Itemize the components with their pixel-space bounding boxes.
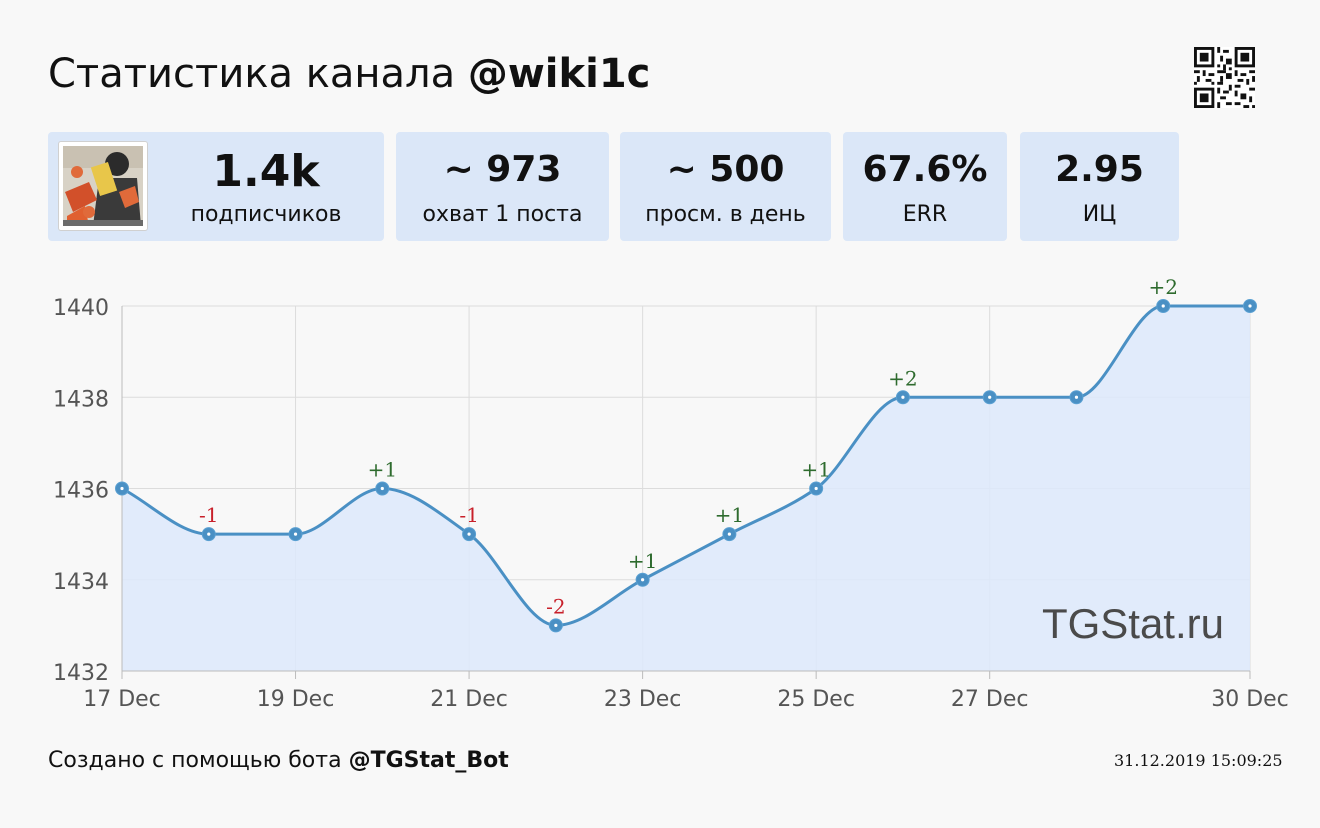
change-label: +1 — [801, 458, 830, 482]
data-point-center — [901, 395, 905, 399]
x-tick-label: 19 Dec — [257, 687, 335, 712]
data-point-center — [120, 486, 124, 491]
data-point-center — [814, 486, 818, 491]
channel-avatar-icon — [59, 142, 147, 230]
data-point-center — [988, 395, 992, 399]
change-label: +1 — [628, 549, 657, 573]
stat-card-citation-index: 2.95 ИЦ — [1020, 132, 1179, 241]
change-label: +2 — [1148, 275, 1177, 299]
data-point-center — [207, 532, 211, 536]
data-point-center — [467, 532, 471, 536]
stat-label: ERR — [902, 202, 948, 227]
stat-card-daily-views: ~ 500 просм. в день — [620, 132, 831, 241]
y-tick-label: 1438 — [53, 387, 109, 412]
stat-label: охват 1 поста — [422, 202, 583, 227]
y-tick-label: 1432 — [53, 661, 109, 686]
footer-bot-link[interactable]: @TGStat_Bot — [348, 748, 509, 773]
change-label: +1 — [715, 503, 744, 527]
x-tick-label: 21 Dec — [430, 687, 508, 712]
stat-value: ~ 973 — [443, 149, 562, 190]
data-point-center — [641, 578, 645, 582]
chart-points — [115, 299, 1257, 633]
qr-code-icon — [1194, 47, 1255, 108]
footer-credit: Создано с помощью бота @TGStat_Bot — [48, 746, 509, 776]
data-point-center — [554, 623, 558, 627]
stat-value: ~ 500 — [666, 149, 785, 190]
change-label: +1 — [368, 458, 397, 482]
chart-watermark: TGStat.ru — [1042, 600, 1224, 647]
y-tick-label: 1436 — [53, 479, 109, 504]
change-label: -1 — [199, 503, 218, 527]
data-point-center — [293, 532, 298, 536]
change-label: +2 — [888, 366, 917, 390]
footer-timestamp: 31.12.2019 15:09:25 — [1114, 751, 1283, 770]
chart-axes: 1432 1434 1436 1438 1440 17 Dec 19 Dec 21 Dec 23… — [53, 296, 1289, 712]
y-tick-label: 1440 — [53, 296, 109, 321]
title-prefix: Статистика канала — [48, 51, 468, 97]
footer-prefix: Создано с помощью бота — [48, 748, 349, 773]
channel-name: @wiki1c — [467, 51, 651, 97]
data-point-center — [727, 532, 731, 536]
stat-value: 1.4k — [212, 146, 320, 197]
data-point-center — [1074, 395, 1079, 399]
data-point-center — [380, 486, 384, 491]
stat-value: 67.6% — [862, 149, 988, 190]
stat-value: 2.95 — [1055, 149, 1144, 190]
x-tick-label: 30 Dec — [1211, 687, 1289, 712]
x-tick-label: 25 Dec — [777, 687, 855, 712]
stat-card-err: 67.6% ERR — [843, 132, 1007, 241]
stat-card-reach: ~ 973 охват 1 поста — [396, 132, 609, 241]
stat-label: просм. в день — [645, 202, 806, 227]
x-tick-label: 17 Dec — [83, 687, 161, 712]
stat-label: ИЦ — [1082, 202, 1117, 227]
page-title: Статистика канала @wiki1c — [48, 48, 650, 100]
change-label: -1 — [459, 503, 478, 527]
data-point-center — [1161, 304, 1165, 308]
chart-change-labels: -1 +1 -1 -2 +1 +1 +1 +2 +2 — [199, 275, 1178, 618]
data-point-center — [1248, 304, 1252, 308]
y-tick-label: 1434 — [53, 570, 109, 595]
x-tick-label: 27 Dec — [951, 687, 1029, 712]
stat-label: подписчиков — [190, 202, 342, 227]
change-label: -2 — [546, 594, 565, 618]
x-tick-label: 23 Dec — [604, 687, 682, 712]
